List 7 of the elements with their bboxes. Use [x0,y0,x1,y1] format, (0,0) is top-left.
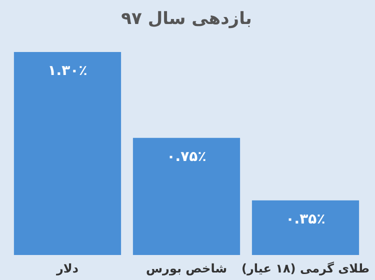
chart-title: بازدهی سال ۹۷ [121,9,252,29]
data-label: ۰.۷۵٪ [166,148,206,165]
data-label: ۱.۳۰٪ [48,63,88,79]
data-label: ۰.۳۵٪ [286,211,326,228]
x-tick-label: دلار [55,262,79,276]
x-tick-label: شاخص بورس [146,262,227,276]
x-tick-label: طلای گرمی (۱۸ عیار) [241,262,370,276]
